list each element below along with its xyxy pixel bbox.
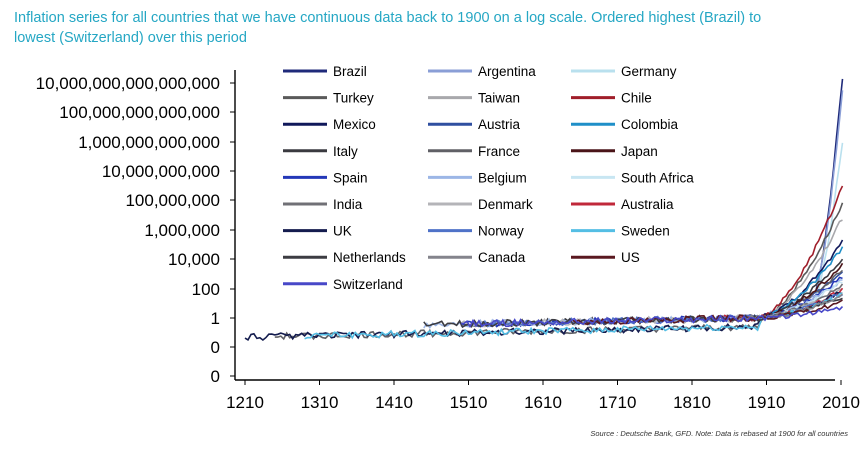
x-tick-label: 1910 [748,393,786,412]
x-tick-label: 1210 [226,393,264,412]
legend-label: France [478,144,520,159]
y-tick-label: 10,000,000,000 [102,162,220,181]
legend-label: Sweden [621,224,670,239]
legend-label: Brazil [333,64,367,79]
legend-label: Germany [621,64,677,79]
x-tick-label: 1710 [599,393,637,412]
legend: Brazil Argentina Germany Turkey Taiwan Chile M… [283,64,694,292]
x-tick-label: 1410 [375,393,413,412]
chart-title: Inflation series for all countries that … [14,10,762,46]
y-tick-label: 1,000,000 [144,221,220,240]
legend-label: Switzerland [333,277,403,292]
axes: 10,000,000,000,000,000 100,000,000,000,00… [36,70,860,412]
y-tick-label: 100,000,000 [125,191,220,210]
x-tick-label: 1510 [450,393,488,412]
legend-label: Argentina [478,64,536,79]
legend-label: Taiwan [478,91,520,106]
x-tick-label: 2010 [822,393,860,412]
y-tick-label: 100 [192,280,220,299]
y-tick-label: 10,000 [168,250,220,269]
series-line-sweden [304,292,843,340]
x-tick-label: 1810 [673,393,711,412]
legend-label: US [621,250,640,265]
x-tick-label: 1610 [524,393,562,412]
legend-label: Turkey [333,91,374,106]
y-tick-label: 1,000,000,000,000 [78,133,220,152]
series-lines [244,78,844,342]
x-tick-label: 1310 [301,393,339,412]
legend-label: South Africa [621,170,694,185]
legend-label: Spain [333,170,368,185]
legend-label: Norway [478,224,524,239]
y-tick-label: 100,000,000,000,000 [59,103,220,122]
legend-label: UK [333,224,352,239]
series-line-chile [758,185,844,322]
legend-label: Colombia [621,117,679,132]
legend-label: Denmark [478,197,533,212]
legend-label: Italy [333,144,358,159]
legend-label: Australia [621,197,674,212]
series-line-colombia [758,246,844,320]
y-tick-label: 10,000,000,000,000,000 [36,74,220,93]
series-line-uk [244,291,843,342]
legend-label: Austria [478,117,521,132]
legend-label: Canada [478,250,526,265]
legend-label: Japan [621,144,658,159]
series-line-switzerland [461,306,844,329]
y-tick-label: 0 [211,367,220,386]
legend-label: Chile [621,91,652,106]
legend-label: Belgium [478,170,527,185]
legend-label: India [333,197,363,212]
source-note: Source : Deutsche Bank, GFD. Note: Data … [590,429,848,438]
legend-label: Netherlands [333,250,406,265]
y-tick-label: 0 [211,338,220,357]
legend-label: Mexico [333,117,376,132]
y-tick-label: 1 [211,309,220,328]
